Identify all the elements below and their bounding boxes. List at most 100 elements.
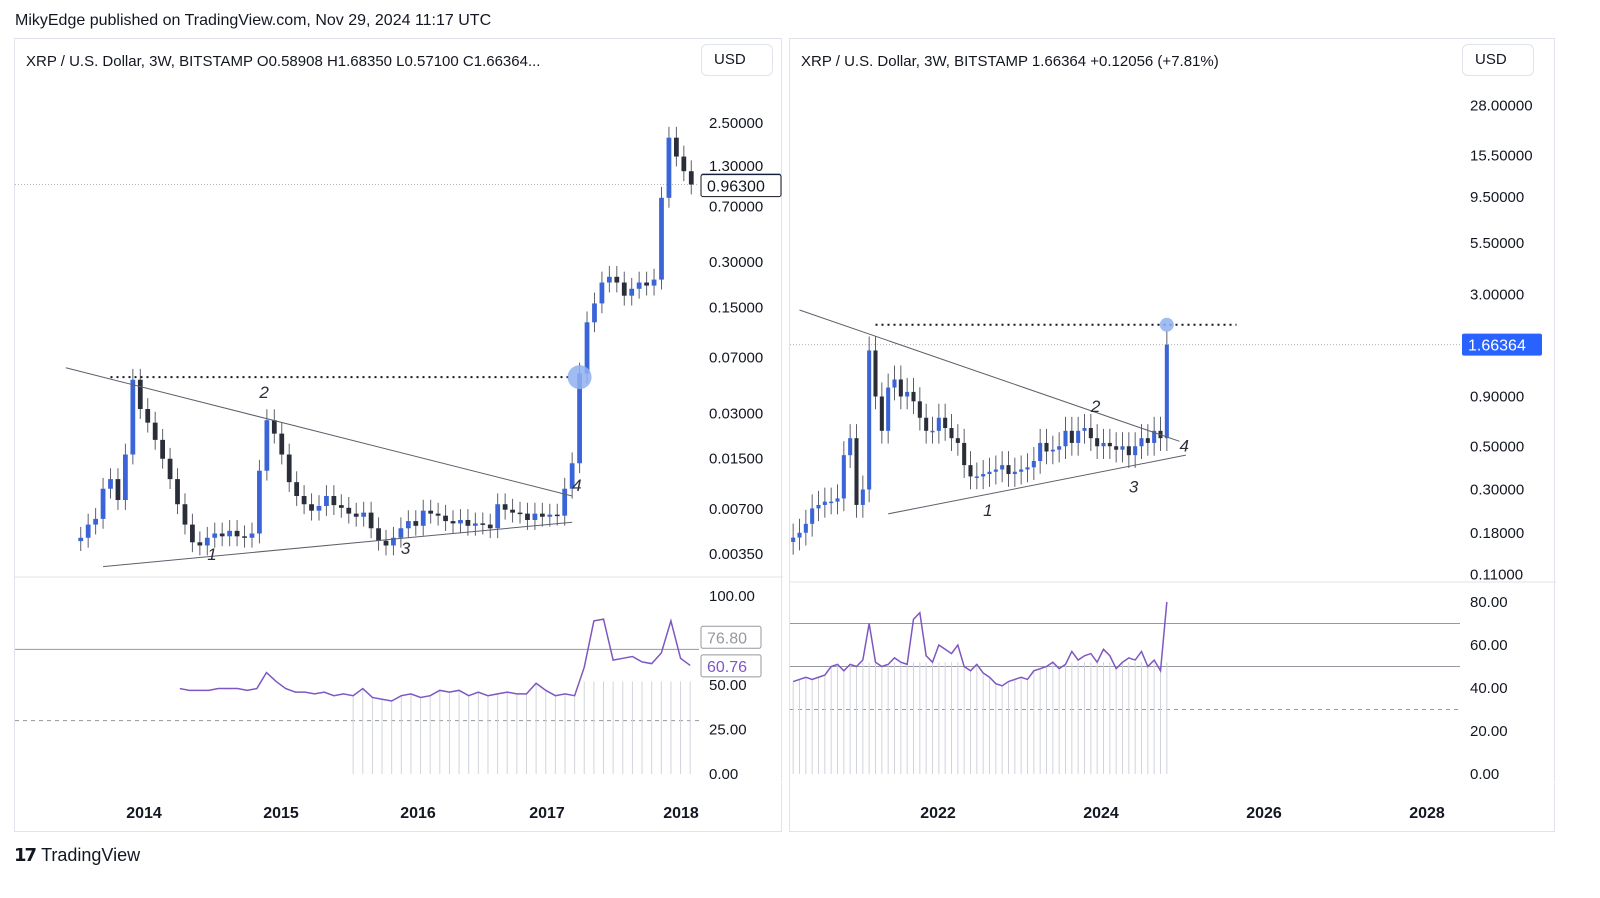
price-tick-label: 1.30000 <box>709 158 763 175</box>
candle-body <box>554 514 560 517</box>
candle-body <box>301 496 307 505</box>
candle-body <box>219 533 225 537</box>
price-tick-label: 0.11000 <box>1470 566 1523 583</box>
candle-body <box>383 540 389 546</box>
candle-body <box>420 510 426 526</box>
candle-body <box>279 433 285 455</box>
candle-body <box>130 379 136 455</box>
candle-body <box>1031 461 1036 468</box>
candle-body <box>1095 438 1100 447</box>
breakout-marker <box>567 365 592 390</box>
price-tick-label: 0.03000 <box>709 405 763 422</box>
candle-body <box>936 417 941 431</box>
time-tick-label: 2018 <box>663 805 699 822</box>
rsi-line <box>792 601 1168 687</box>
price-tick-label: 9.50000 <box>1470 189 1524 206</box>
candle-body <box>391 537 396 546</box>
candle-body <box>539 513 545 517</box>
candle-body <box>1050 449 1055 452</box>
candle-body <box>472 523 478 526</box>
candle-body <box>249 533 255 538</box>
rsi-value-label: 76.80 <box>707 630 747 647</box>
candle-body <box>1025 467 1030 470</box>
rsi-tick-label: 100.00 <box>709 588 755 605</box>
candle-body <box>532 513 538 520</box>
rsi-line <box>179 618 691 702</box>
candle-body <box>85 524 91 538</box>
candle-body <box>227 530 233 537</box>
tradingview-logo-icon: 17 <box>14 845 37 866</box>
candle-body <box>376 528 381 541</box>
price-tick-label: 0.30000 <box>709 254 763 271</box>
price-tick-label: 0.00350 <box>709 546 763 563</box>
candle-body <box>659 197 664 280</box>
chart-panel-left[interactable]: 2.50000 1.30000 0.70000 0.30000 0.15000 0.070… <box>14 38 783 833</box>
candle-body <box>848 438 853 456</box>
price-tag-box <box>1462 333 1542 356</box>
time-tick-label: 2015 <box>263 805 299 822</box>
candle-body <box>562 488 568 516</box>
candle-body <box>160 439 166 459</box>
candle-body <box>584 322 590 374</box>
candle-body <box>175 479 180 505</box>
rsi-tick-label: 80.00 <box>1470 594 1508 611</box>
candle-body <box>487 524 493 529</box>
candle-body <box>1063 430 1068 447</box>
candle-body <box>1000 465 1005 470</box>
candle-body <box>797 532 802 538</box>
time-tick-label: 2028 <box>1409 805 1445 822</box>
time-tick-label: 2024 <box>1083 805 1119 822</box>
candle-body <box>911 391 916 402</box>
candle-body <box>1101 442 1106 447</box>
candle-body <box>816 504 821 509</box>
candle-body <box>1082 428 1087 431</box>
chart-right-svg[interactable]: 28.00000 15.50000 9.50000 5.50000 3.00000 1.6… <box>790 39 1556 833</box>
candle-body <box>271 420 277 434</box>
candle-body <box>599 282 605 304</box>
candle-body <box>1164 344 1169 439</box>
candle-body <box>681 156 687 172</box>
candle-body <box>338 505 344 508</box>
currency-button[interactable]: USD <box>1462 44 1534 76</box>
candle-body <box>1057 446 1062 450</box>
candle-body <box>974 476 979 478</box>
candle-body <box>962 442 967 466</box>
price-tick-label: 0.30000 <box>1470 482 1524 499</box>
candle-body <box>480 523 486 525</box>
candle-body <box>879 396 884 431</box>
candle-body <box>346 507 352 514</box>
candle-body <box>368 512 374 529</box>
candle-body <box>525 513 530 520</box>
wave-label: 4 <box>1180 436 1189 455</box>
candle-body <box>949 428 954 439</box>
candle-body <box>1006 465 1011 475</box>
candle-body <box>331 496 337 506</box>
candle-body <box>100 488 106 519</box>
candle-body <box>465 519 471 526</box>
candle-body <box>905 391 910 397</box>
candle-body <box>413 521 419 526</box>
candle-body <box>145 409 151 423</box>
price-tick-label: 0.07000 <box>709 350 763 367</box>
candle-body <box>1019 469 1024 472</box>
candle-body <box>924 417 929 431</box>
candle-body <box>234 530 240 537</box>
candle-body <box>892 379 897 388</box>
candle-body <box>968 465 973 477</box>
price-tick-label: 15.50000 <box>1470 148 1533 165</box>
time-tick-label: 2022 <box>920 805 956 822</box>
candle-body <box>791 537 796 542</box>
symbol-legend: XRP / U.S. Dollar, 3W, BITSTAMP 1.66364 … <box>801 53 1219 70</box>
price-tick-label: 0.15000 <box>709 300 763 317</box>
chart-left-svg[interactable]: 2.50000 1.30000 0.70000 0.30000 0.15000 0.070… <box>15 39 783 833</box>
breakout-marker <box>1159 317 1174 332</box>
candle-body <box>886 387 891 431</box>
candle-body <box>257 470 262 534</box>
chart-panel-right[interactable]: 28.00000 15.50000 9.50000 5.50000 3.00000 1.6… <box>789 38 1556 833</box>
candle-body <box>115 479 121 500</box>
candle-body <box>943 417 948 429</box>
currency-button[interactable]: USD <box>701 44 773 76</box>
candle-body <box>873 350 878 397</box>
lower-trendline <box>103 521 573 568</box>
time-tick-label: 2017 <box>529 805 565 822</box>
